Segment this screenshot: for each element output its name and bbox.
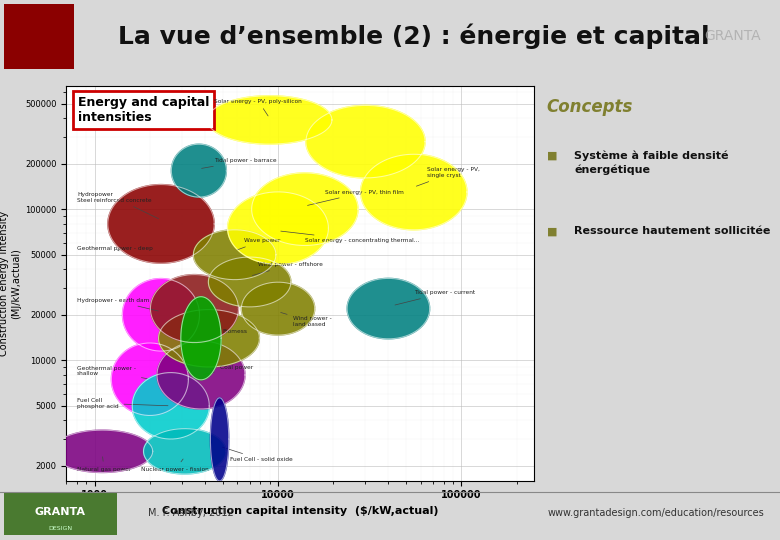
Polygon shape	[122, 279, 200, 351]
Text: ■: ■	[547, 151, 557, 160]
Polygon shape	[52, 430, 153, 472]
Text: Tidal power - current: Tidal power - current	[395, 291, 475, 305]
Text: Solar energy - PV,
single cryst: Solar energy - PV, single cryst	[417, 167, 480, 186]
Polygon shape	[112, 343, 189, 415]
Text: Hydropower - earth dam: Hydropower - earth dam	[77, 298, 158, 311]
Text: Wind power - offshore: Wind power - offshore	[252, 262, 323, 275]
Bar	[4, 492, 117, 535]
Text: Fuel Cell - solid oxide: Fuel Cell - solid oxide	[222, 447, 293, 462]
Text: Geothermal power - deep: Geothermal power - deep	[77, 246, 153, 251]
Text: www.grantadesign.com/education/resources: www.grantadesign.com/education/resources	[548, 508, 764, 518]
Text: DESIGN: DESIGN	[48, 525, 72, 531]
Text: Tidal power - barrace: Tidal power - barrace	[201, 158, 277, 168]
Text: Wind power -
land based: Wind power - land based	[281, 313, 332, 327]
Text: Solar energy - concentrating thermal...: Solar energy - concentrating thermal...	[281, 231, 419, 243]
X-axis label: Construction capital intensity  ($/kW,actual): Construction capital intensity ($/kW,act…	[162, 506, 438, 516]
Text: Hydropower
Steel reinforced concrete: Hydropower Steel reinforced concrete	[77, 192, 158, 219]
Bar	[39, 4, 73, 36]
Bar	[4, 36, 39, 69]
Text: Wave power: Wave power	[237, 238, 280, 250]
Polygon shape	[347, 279, 430, 339]
Polygon shape	[193, 230, 276, 280]
Bar	[4, 4, 74, 69]
Text: GRANTA: GRANTA	[704, 30, 760, 43]
Text: Biomess: Biomess	[211, 329, 248, 338]
Bar	[39, 36, 73, 69]
Polygon shape	[157, 341, 245, 409]
Text: Ressource hautement sollicitée: Ressource hautement sollicitée	[574, 226, 771, 237]
Polygon shape	[108, 185, 215, 263]
Text: Geothermal power -
shallow: Geothermal power - shallow	[77, 366, 147, 379]
Polygon shape	[252, 173, 358, 246]
Text: Concepts: Concepts	[547, 98, 633, 116]
Text: Système à faible densité
énergétique: Système à faible densité énergétique	[574, 151, 729, 175]
Text: Natural gas power: Natural gas power	[77, 457, 131, 472]
Polygon shape	[208, 257, 291, 307]
Text: Energy and capital
intensities: Energy and capital intensities	[78, 96, 209, 124]
Text: M. F. Ashby, 2012: M. F. Ashby, 2012	[148, 508, 234, 518]
Polygon shape	[172, 144, 226, 197]
Polygon shape	[306, 105, 425, 178]
Text: Solar energy - PV, poly-silicon: Solar energy - PV, poly-silicon	[215, 98, 302, 116]
Text: La vue d’ensemble (2) : énergie et capital: La vue d’ensemble (2) : énergie et capit…	[118, 24, 709, 49]
Polygon shape	[228, 192, 328, 265]
Text: Nuclear power - fission: Nuclear power - fission	[141, 459, 209, 472]
Text: GRANTA: GRANTA	[34, 507, 86, 517]
Polygon shape	[158, 309, 260, 367]
Polygon shape	[181, 296, 222, 380]
Bar	[4, 4, 39, 36]
Polygon shape	[360, 154, 467, 230]
Polygon shape	[133, 373, 209, 439]
Polygon shape	[144, 429, 226, 474]
Y-axis label: Construction energy intensity
(MJ/kW,actual): Construction energy intensity (MJ/kW,act…	[0, 211, 21, 356]
Text: Fuel Cell
phosphor acid: Fuel Cell phosphor acid	[77, 398, 168, 409]
Polygon shape	[151, 275, 239, 342]
Text: Solar energy - PV, thin film: Solar energy - PV, thin film	[307, 190, 404, 205]
Polygon shape	[207, 96, 332, 144]
Polygon shape	[211, 398, 229, 481]
Text: ■: ■	[547, 226, 557, 237]
Text: Coal power: Coal power	[204, 364, 253, 374]
Polygon shape	[241, 282, 314, 335]
